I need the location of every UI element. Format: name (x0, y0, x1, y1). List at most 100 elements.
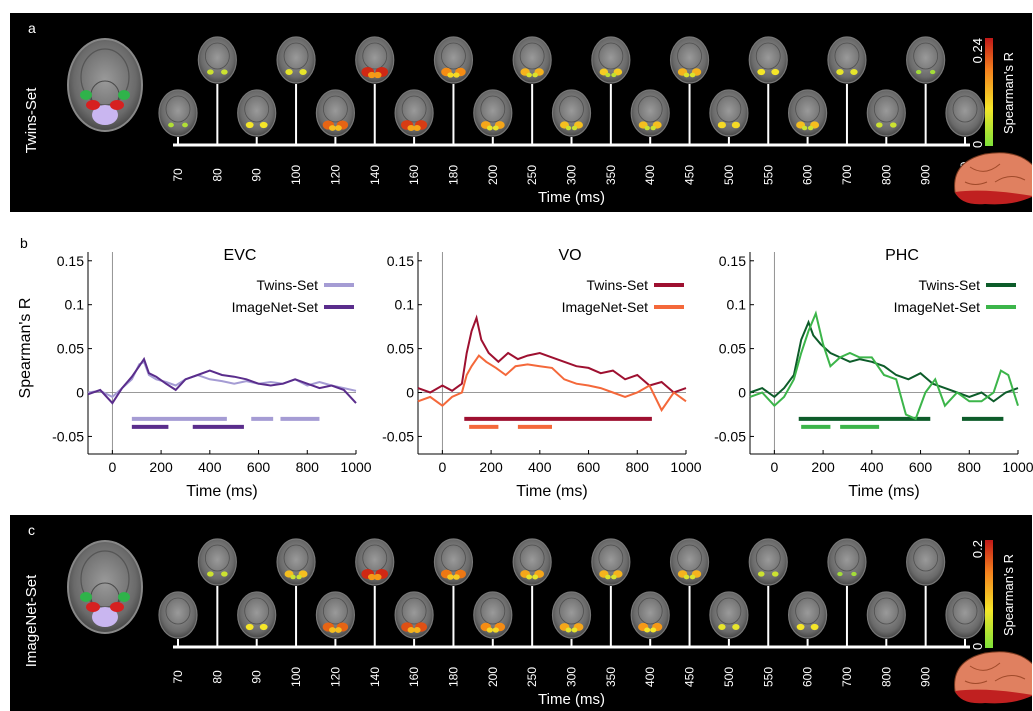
brain-thumbnail (355, 36, 395, 84)
brain-thumbnail (709, 591, 749, 639)
activation-blob (453, 574, 460, 580)
timeline-xlabel: Time (ms) (538, 691, 605, 708)
thumb-fold (283, 42, 309, 70)
activation-blob (571, 627, 578, 633)
x-tick-label: 1000 (670, 459, 701, 475)
thumb-fold (559, 597, 584, 625)
thumb-fold (244, 95, 270, 123)
chart-title: PHC (885, 247, 919, 264)
thumb-fold (598, 42, 624, 70)
brain-thumbnail (591, 538, 631, 586)
brain-thumbnail (709, 89, 749, 137)
x-tick-label: 800 (296, 459, 320, 475)
roi-phc-left (80, 592, 92, 602)
brain-thumbnail (197, 36, 237, 84)
thumb-outline (197, 36, 237, 84)
thumb-fold (244, 597, 270, 625)
activation-blob (207, 571, 214, 577)
legend-label: Twins-Set (257, 277, 319, 293)
thumb-outline (276, 538, 316, 586)
chart-evc: -0.05 0 0.05 0.1 0.15 0 200 400 600 800 1000 Time (… (17, 247, 372, 500)
brain-thumbnail (512, 36, 552, 84)
activation-blob (367, 573, 376, 581)
activation-blob (526, 72, 532, 78)
tick-label: 450 (683, 165, 697, 185)
x-tick-label: 0 (108, 459, 116, 475)
legend-label: Twins-Set (587, 277, 649, 293)
activation-blob (328, 125, 336, 131)
activation-blob (296, 574, 302, 580)
tick-label: 180 (446, 667, 460, 687)
brain-thumbnail (473, 591, 513, 639)
roi-evc (92, 607, 118, 627)
activation-blob (890, 122, 897, 128)
y-tick-label: -0.05 (382, 428, 414, 444)
y-tick-label: 0 (76, 385, 84, 401)
colorbar-min: 0 (970, 141, 985, 148)
panel-letter: b (20, 235, 28, 251)
activation-blob (915, 69, 922, 75)
brain-thumbnail (866, 89, 906, 137)
tick-label: 300 (565, 165, 579, 185)
brain-thumbnail (669, 36, 710, 84)
thumb-outline (158, 89, 198, 137)
activation-blob (771, 571, 779, 577)
x-tick-label: 0 (438, 459, 446, 475)
brain-thumbnail (315, 591, 355, 639)
thumb-outline (158, 591, 198, 639)
colorbar-label: Spearman's R (1001, 52, 1016, 134)
side-brain-icon (954, 651, 1032, 704)
brain-thumbnail (473, 89, 513, 137)
tick-label: 350 (604, 667, 618, 687)
thumb-fold (755, 544, 781, 572)
activation-blob (207, 69, 214, 75)
thumb-outline (551, 89, 592, 137)
tick-label: 120 (328, 165, 342, 185)
brain-thumbnail (197, 538, 237, 586)
thumb-outline (906, 36, 946, 84)
y-tick-label: 0 (406, 385, 414, 401)
side-label: Twins-Set (23, 87, 40, 154)
brain-thumbnail (748, 538, 788, 586)
activation-blob (526, 574, 533, 580)
brain-thumbnail (906, 538, 946, 586)
y-tick-label: 0.15 (387, 253, 414, 269)
activation-blob (532, 72, 538, 78)
x-tick-label: 400 (198, 459, 222, 475)
x-tick-label: 600 (909, 459, 933, 475)
activation-blob (259, 623, 268, 631)
thumb-outline (669, 36, 710, 84)
chart-title: EVC (224, 247, 257, 264)
activation-blob (731, 121, 740, 129)
x-tick-label: 800 (958, 459, 982, 475)
tick-label: 250 (525, 667, 539, 687)
activation-blob (810, 623, 819, 631)
panel-b-svg: b -0.05 0 0.05 0.1 0.15 0 200 400 600 800 1000 Time … (17, 235, 1033, 500)
activation-blob (259, 121, 268, 129)
panel-c-svg: c ImageNet-Set 70 80 90 100 120 140 160 180 200 250… (23, 522, 1032, 708)
tick-label: 160 (407, 667, 421, 687)
thumb-fold (913, 42, 939, 70)
panel-b-roi-timecourses: b -0.05 0 0.05 0.1 0.15 0 200 400 600 800 1000 Time … (0, 222, 1033, 512)
thumb-fold (519, 544, 545, 572)
activation-blob (851, 571, 857, 577)
brain-thumbnail (827, 538, 867, 586)
thumb-outline (866, 89, 906, 137)
tick-label: 70 (171, 670, 185, 684)
thumb-fold (441, 544, 466, 572)
tick-label: 100 (289, 165, 303, 185)
activation-blob (453, 72, 460, 78)
tick-label: 160 (407, 165, 421, 185)
thumb-fold (322, 95, 348, 123)
tick-label: 800 (879, 165, 893, 185)
tick-label: 250 (525, 165, 539, 185)
thumb-outline (473, 591, 513, 639)
activation-blob (486, 627, 493, 633)
thumb-outline (945, 89, 985, 137)
series-line (87, 360, 357, 399)
activation-blob (532, 574, 539, 580)
brain-thumbnail (394, 591, 434, 639)
activation-blob (290, 574, 296, 580)
tick-label: 80 (210, 670, 224, 684)
activation-blob (605, 574, 611, 580)
